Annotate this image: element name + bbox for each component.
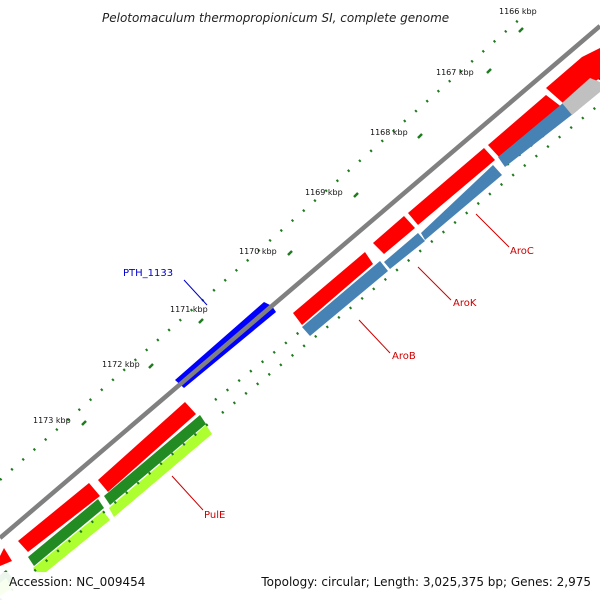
gene-forward-cds[interactable] [408,148,495,225]
gene-arok[interactable] [421,165,502,240]
gene-grey-cds[interactable] [562,78,600,115]
gene-forward-cds[interactable] [293,252,373,325]
gene-aroc[interactable] [498,103,578,167]
gene-arob[interactable] [302,261,388,336]
tick-label: 1168 kbp [370,128,408,137]
callout-arob [358,319,391,354]
callout-pule [171,475,204,511]
label-aroc[interactable]: AroC [510,246,534,257]
tick-label: 1166 kbp [499,7,537,16]
forward-cds-track [0,48,600,566]
label-pth1133[interactable]: PTH_1133 [123,268,173,279]
accession-text: Accession: NC_009454 [9,575,145,589]
callout-aroc [475,213,510,248]
gene-forward-cds[interactable] [373,216,415,254]
green-cds-track [0,415,212,596]
major-tick [353,192,359,198]
tick-label: 1173 kbp [33,416,71,425]
gene-green-cds[interactable] [28,499,104,566]
major-tick [148,363,154,369]
major-tick [518,27,524,33]
major-tick [198,318,204,324]
major-tick [81,420,87,426]
gene-lime-cds[interactable] [109,425,212,517]
major-tick [287,250,293,256]
tick-label: 1169 kbp [305,188,343,197]
tick-label: 1171 kbp [170,305,208,314]
label-arob[interactable]: AroB [392,351,416,362]
gene-forward-cds[interactable] [546,48,600,103]
tick-label: 1172 kbp [102,360,140,369]
steelblue-cds-track [302,78,600,336]
gene-forward-cds[interactable] [0,548,12,566]
major-tick [486,68,492,74]
callout-pth1133 [183,279,208,306]
gene-lime-cds[interactable] [33,511,110,577]
label-arok[interactable]: AroK [453,298,477,309]
tick-label: 1170 kbp [239,247,277,256]
inner-tick-track [0,103,600,600]
gene-pule[interactable] [104,415,206,505]
gene-forward-cds[interactable] [488,95,563,157]
callout-arok [417,266,452,301]
map-title: Pelotomaculum thermopropionicum SI, comp… [102,11,449,25]
footer-backdrop [0,572,600,600]
gene-forward-cds[interactable] [18,483,100,552]
genome-summary-text: Topology: circular; Length: 3,025,375 bp… [260,575,591,589]
genome-backbone [0,24,600,540]
tick-label: 1167 kbp [436,68,474,77]
major-tick [417,133,423,139]
major-ticks [81,27,524,426]
label-pule[interactable]: PulE [204,510,225,521]
gene-forward-cds[interactable] [98,402,196,492]
title-backdrop [100,7,497,25]
gene-aro-link[interactable] [384,233,425,269]
